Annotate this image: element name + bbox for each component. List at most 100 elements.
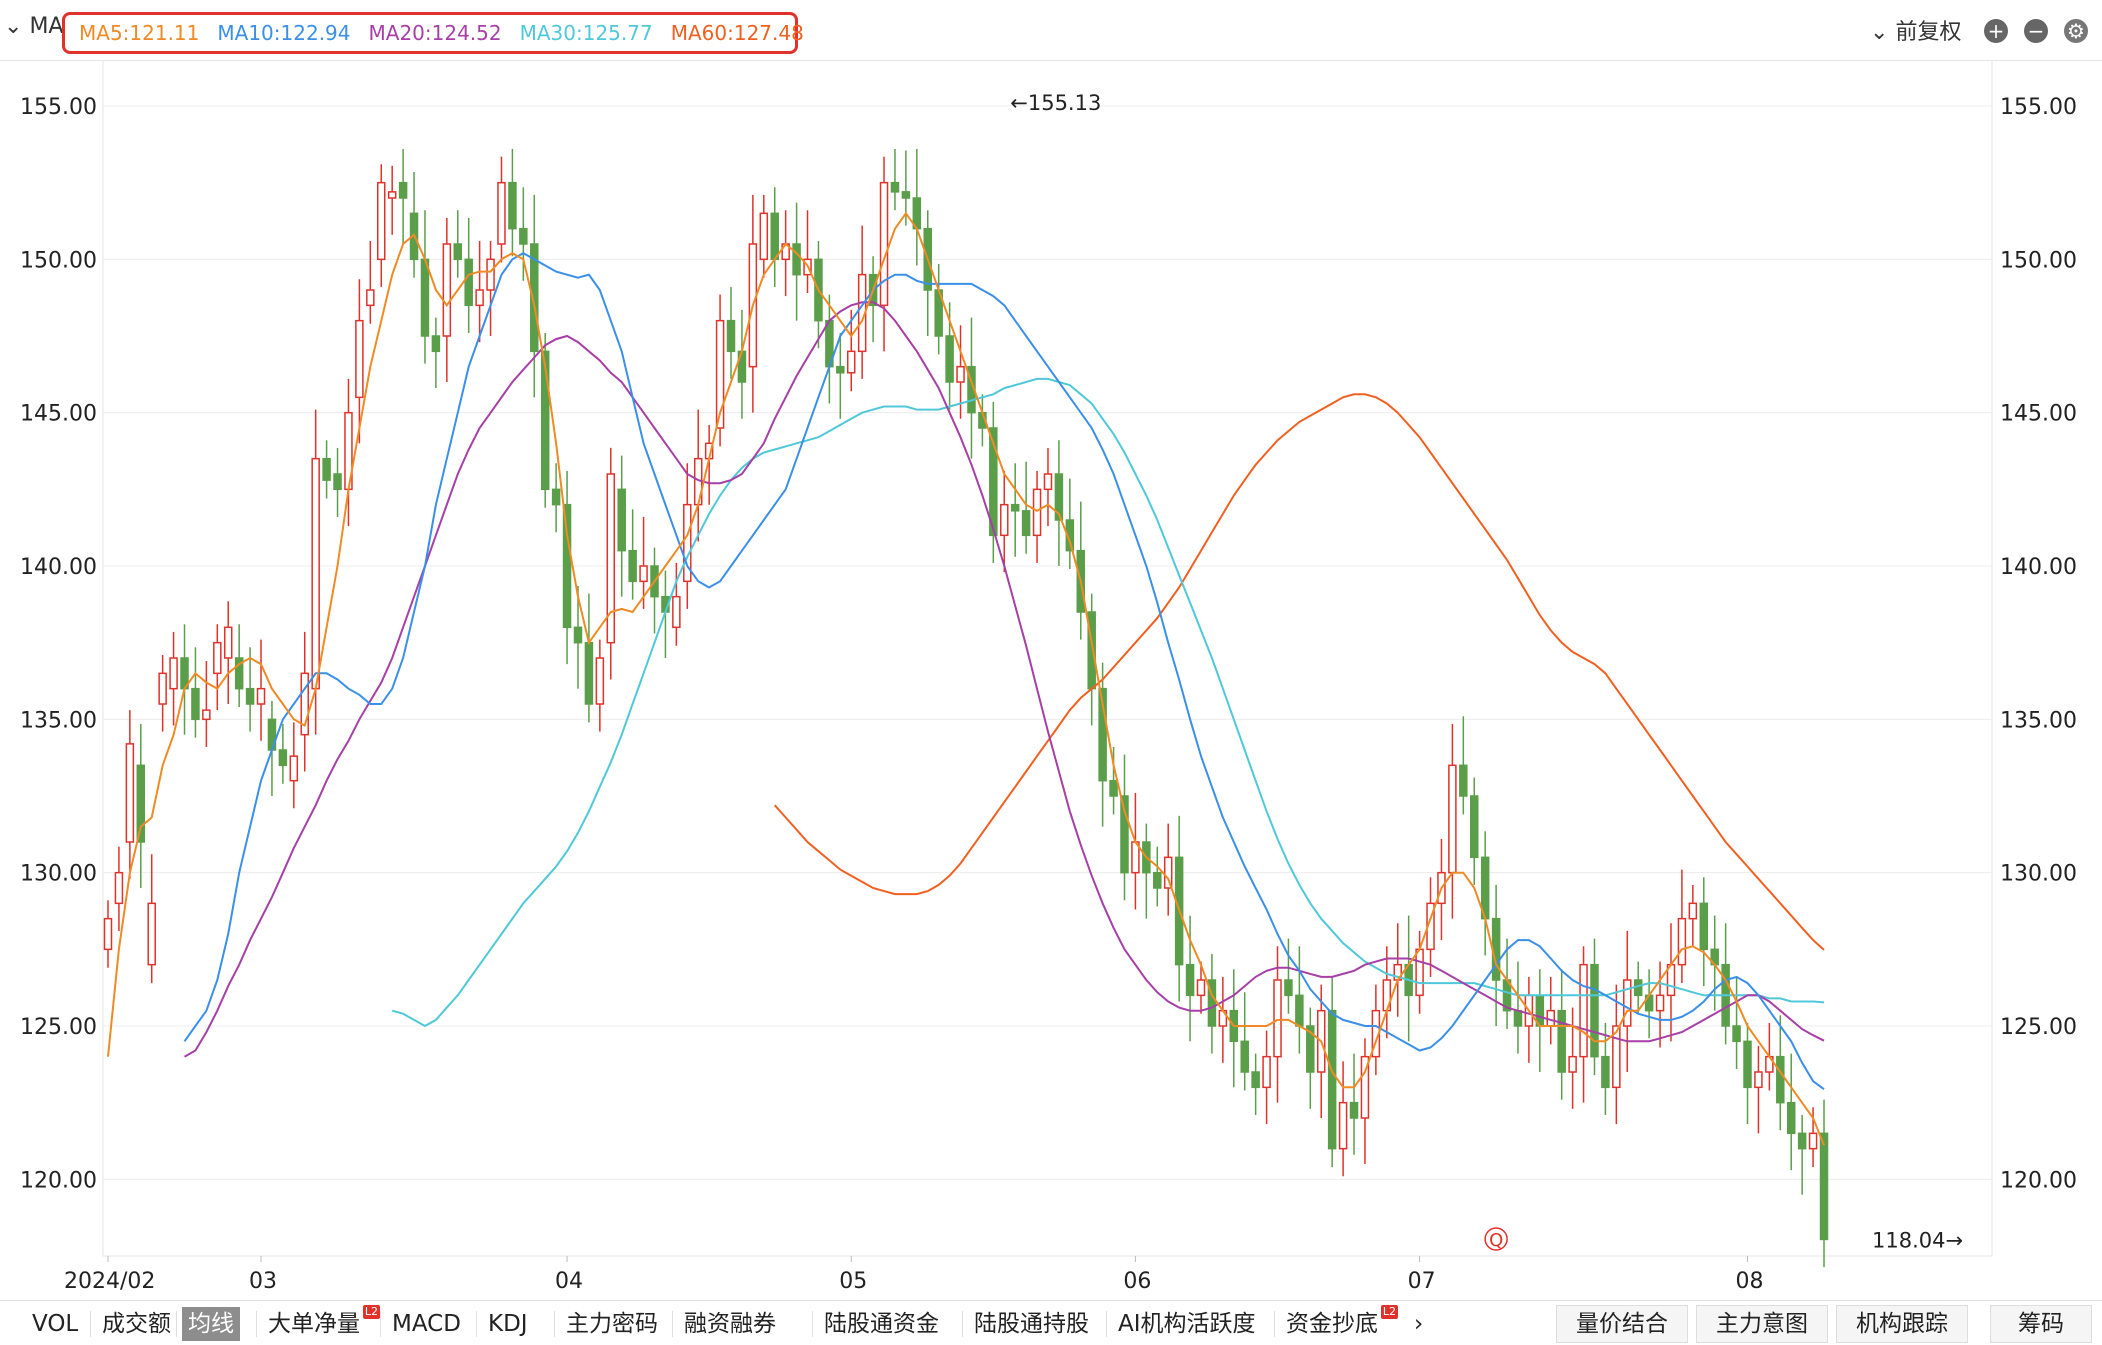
candle[interactable]	[1251, 1053, 1260, 1115]
tab-1[interactable]: 成交额	[96, 1307, 177, 1341]
candle[interactable]	[803, 210, 812, 294]
candle[interactable]	[584, 593, 594, 723]
plus-circle-icon[interactable]: +	[1984, 19, 2008, 43]
candle[interactable]	[1612, 984, 1621, 1125]
candle[interactable]	[398, 148, 408, 244]
candle[interactable]	[114, 846, 124, 931]
candle[interactable]	[1568, 1007, 1577, 1109]
candle[interactable]	[890, 148, 900, 211]
minus-circle-icon[interactable]: −	[2024, 19, 2048, 43]
institution-tracking-button[interactable]: 机构跟踪	[1836, 1305, 1968, 1343]
candle[interactable]	[617, 455, 626, 597]
main-intent-button[interactable]: 主力意图	[1696, 1305, 1828, 1343]
candle[interactable]	[934, 263, 943, 355]
candle[interactable]	[715, 294, 725, 447]
tab-6[interactable]: 主力密码	[560, 1307, 664, 1341]
candle[interactable]	[825, 294, 834, 404]
candle[interactable]	[693, 409, 703, 542]
candle[interactable]	[377, 164, 386, 287]
candle[interactable]	[1229, 969, 1239, 1088]
candle[interactable]	[1688, 884, 1698, 947]
candle[interactable]	[1459, 716, 1468, 815]
candle[interactable]	[1786, 1053, 1796, 1171]
candle[interactable]	[1754, 1045, 1763, 1134]
candle[interactable]	[1021, 461, 1031, 554]
more-tabs-arrow[interactable]: ›	[1414, 1311, 1424, 1337]
candle[interactable]	[1142, 823, 1151, 919]
candle[interactable]	[147, 854, 156, 984]
candle[interactable]	[1153, 846, 1162, 907]
candle[interactable]	[1295, 946, 1304, 1054]
candle[interactable]	[1590, 938, 1599, 1076]
candle[interactable]	[1480, 831, 1490, 956]
candle[interactable]	[300, 631, 309, 772]
candle[interactable]	[519, 187, 528, 281]
candle[interactable]	[879, 156, 889, 352]
candle[interactable]	[1819, 1099, 1829, 1268]
candle[interactable]	[1218, 976, 1228, 1063]
candle[interactable]	[1163, 823, 1173, 916]
candle[interactable]	[639, 516, 648, 609]
tab-2[interactable]: 均线	[182, 1307, 240, 1341]
candle[interactable]	[1557, 969, 1566, 1100]
candle[interactable]	[103, 900, 113, 968]
candle[interactable]	[1120, 754, 1129, 901]
candle[interactable]	[1448, 723, 1457, 919]
candle[interactable]	[158, 654, 167, 732]
candle[interactable]	[333, 447, 342, 517]
candle[interactable]	[606, 447, 616, 680]
candle[interactable]	[1655, 961, 1665, 1048]
candle[interactable]	[409, 171, 419, 278]
candle[interactable]	[1524, 976, 1534, 1063]
candle[interactable]	[912, 148, 922, 266]
candle[interactable]	[628, 509, 637, 600]
candle[interactable]	[530, 194, 539, 398]
candle[interactable]	[1131, 792, 1140, 910]
candle[interactable]	[136, 723, 146, 888]
candle[interactable]	[1546, 976, 1556, 1045]
candle[interactable]	[289, 722, 299, 809]
candle[interactable]	[1393, 923, 1402, 1017]
tab-11[interactable]: 资金抄底 L2	[1280, 1305, 1398, 1341]
tab-7[interactable]: 融资融券	[678, 1307, 782, 1341]
candle[interactable]	[1032, 470, 1042, 563]
candle[interactable]	[1644, 969, 1654, 1039]
candle[interactable]	[551, 463, 561, 533]
candle[interactable]	[1196, 961, 1206, 1014]
candle[interactable]	[923, 210, 932, 336]
tab-5[interactable]: KDJ	[482, 1307, 534, 1341]
candle[interactable]	[1535, 969, 1545, 1072]
candle[interactable]	[322, 440, 331, 499]
chip-distribution-button[interactable]: 筹码	[1990, 1305, 2092, 1343]
candlestick-chart[interactable]: 155.00 155.00 150.00 150.00 145.00 145.00 140.…	[0, 60, 2102, 1298]
candle[interactable]	[650, 547, 659, 634]
candle[interactable]	[1371, 984, 1381, 1076]
candle[interactable]	[989, 401, 998, 563]
candle[interactable]	[1010, 463, 1020, 557]
candle[interactable]	[1306, 1007, 1315, 1109]
tab-0[interactable]: VOL	[26, 1307, 84, 1341]
candle[interactable]	[781, 210, 790, 297]
candle[interactable]	[1207, 953, 1217, 1054]
candle[interactable]	[442, 217, 452, 382]
candle[interactable]	[1743, 1022, 1752, 1125]
tab-3[interactable]: 大单净量 L2	[262, 1305, 380, 1341]
tab-9[interactable]: 陆股通持股	[968, 1307, 1095, 1341]
price-adjust-dropdown[interactable]: ⌄ 前复权	[1870, 14, 1961, 46]
candle[interactable]	[420, 210, 430, 364]
candle[interactable]	[1065, 478, 1075, 570]
candle[interactable]	[508, 148, 517, 257]
candle[interactable]	[1109, 746, 1118, 815]
candle[interactable]	[169, 631, 178, 726]
candle[interactable]	[1360, 1038, 1370, 1164]
candle[interactable]	[1579, 946, 1588, 1103]
candle[interactable]	[453, 210, 463, 278]
candle[interactable]	[595, 639, 605, 732]
candle[interactable]	[759, 194, 769, 278]
candle[interactable]	[562, 470, 572, 665]
tab-8[interactable]: 陆股通资金	[818, 1307, 945, 1341]
ma-indicator-toggle[interactable]: ⌄ MA	[4, 14, 63, 39]
candle[interactable]	[366, 240, 375, 324]
candle[interactable]	[1000, 470, 1009, 573]
candle[interactable]	[234, 624, 244, 708]
